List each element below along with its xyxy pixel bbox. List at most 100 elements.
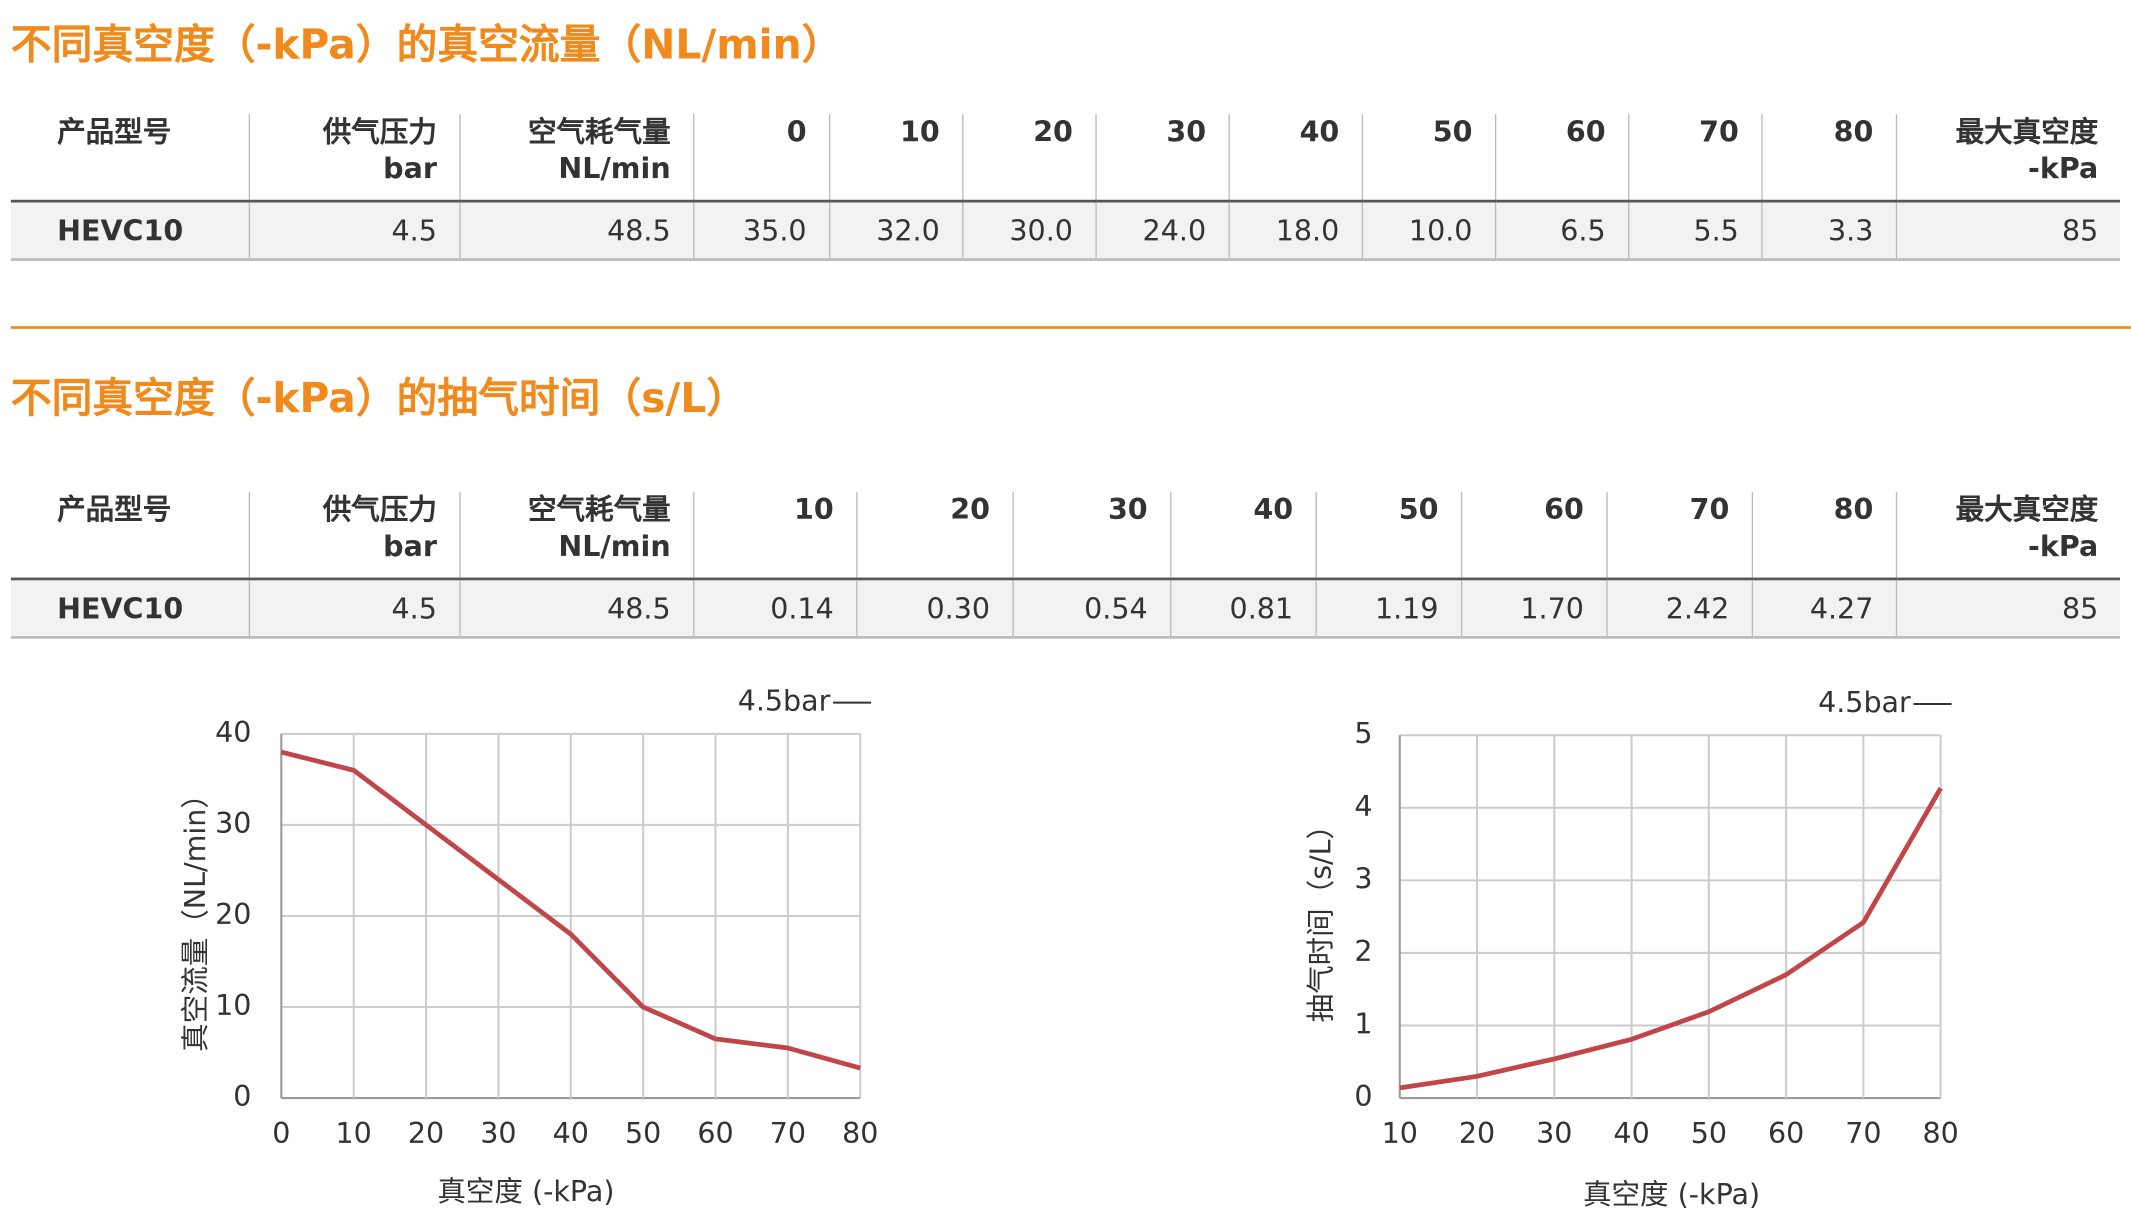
header-text: 产品型号 <box>57 115 172 149</box>
cell: 0.30 <box>855 578 1013 639</box>
cell: 48.5 <box>458 201 694 261</box>
cell: 6.5 <box>1494 201 1629 261</box>
header-text: 供气压力 <box>322 115 437 149</box>
cell: 85 <box>1895 201 2121 261</box>
header-text: 最大真空度 <box>1955 493 2099 526</box>
header-cell: 70 <box>1605 491 1752 581</box>
x-tick-label: 40 <box>1613 1117 1649 1150</box>
header-text: 60 <box>1544 493 1584 526</box>
cell: 4.5 <box>248 201 460 261</box>
x-axis-label: 真空度 (-kPa) <box>437 1175 614 1208</box>
line <box>280 749 861 1071</box>
cell: 32.0 <box>828 201 963 261</box>
cell: 0.81 <box>1169 578 1316 639</box>
x-tick-label: 30 <box>480 1117 516 1150</box>
y-tick-label: 0 <box>1354 1080 1372 1113</box>
cell: 5.5 <box>1627 201 1762 261</box>
header-text: bar <box>383 530 437 563</box>
x-tick-label: 0 <box>272 1117 290 1150</box>
x-tick-label: 80 <box>842 1117 878 1150</box>
y-tick-label: 40 <box>215 716 251 749</box>
x-tick-label: 50 <box>1691 1117 1727 1150</box>
row: HEVC10 4.5 48.5 35.0 32.0 30.0 24.0 18.0 10.0 6.5… <box>10 201 2121 261</box>
header-cell: 最大真空度 -kPa <box>1895 491 2121 581</box>
header-cell: 30 <box>1011 491 1171 581</box>
cell: 0.14 <box>692 578 857 639</box>
section-title: 不同真空度（-kPa）的真空流量（NL/min） <box>10 21 843 70</box>
y-tick-label: 5 <box>1354 717 1372 750</box>
header-text: 10 <box>794 493 834 526</box>
x-tick-label: 10 <box>1382 1117 1418 1150</box>
divider <box>10 326 2131 329</box>
cell: 1.70 <box>1460 578 1607 639</box>
cell: 18.0 <box>1227 201 1362 261</box>
y-tick-label: 0 <box>233 1080 251 1113</box>
header-cell: 60 <box>1460 491 1607 581</box>
header-text: NL/min <box>558 530 671 563</box>
header-cell: 20 <box>961 114 1096 203</box>
header-text: bar <box>383 152 437 185</box>
cell: 24.0 <box>1094 201 1229 261</box>
header-text: 50 <box>1432 115 1473 149</box>
header-text: 30 <box>1107 493 1148 526</box>
header-cell: 50 <box>1314 491 1461 581</box>
x-axis-label: 真空度 (-kPa) <box>1583 1178 1760 1211</box>
header-text: 20 <box>950 493 991 526</box>
y-tick-label: 10 <box>215 989 251 1022</box>
header-cell: 产品型号 <box>10 491 249 581</box>
y-tick-label: 2 <box>1354 935 1372 968</box>
x-tick-label: 20 <box>1459 1117 1495 1150</box>
x-tick-label: 60 <box>697 1117 733 1150</box>
x-tick-label: 80 <box>1923 1117 1959 1150</box>
header-cell: 80 <box>1751 491 1896 581</box>
header-cell: 0 <box>692 114 829 203</box>
cell: 30.0 <box>961 201 1096 261</box>
header-cell: 最大真空度 -kPa <box>1895 114 2121 203</box>
header-text: 70 <box>1689 493 1730 526</box>
header-text: NL/min <box>558 152 671 185</box>
header-row: 产品型号 供气压力 bar 空气耗气量 NL/min 10 20 30 40 50 60 70 80 最大… <box>10 491 2121 581</box>
header-cell: 产品型号 <box>10 114 249 203</box>
header-cell: 40 <box>1227 114 1362 203</box>
header-text: 0 <box>786 115 807 149</box>
x-tick-label: 20 <box>408 1117 444 1150</box>
header-text: 80 <box>1833 493 1874 526</box>
cell: 2.42 <box>1605 578 1752 639</box>
header-text: 最大真空度 <box>1955 115 2099 149</box>
header-cell: 80 <box>1760 114 1896 203</box>
cell: 1.19 <box>1314 578 1461 639</box>
header-text: 空气耗气量 <box>527 493 671 526</box>
table: 产品型号 供气压力 bar 空气耗气量 NL/min 10 20 30 40 50 60 70 80 最大… <box>10 491 2121 639</box>
y-tick-label: 4 <box>1354 790 1372 823</box>
header-cell: 70 <box>1627 114 1762 203</box>
header-text: 20 <box>1033 115 1073 149</box>
header-cell: 30 <box>1094 114 1229 203</box>
y-tick-label: 30 <box>215 807 251 840</box>
header-text: 空气耗气量 <box>527 115 671 149</box>
x-tick-label: 60 <box>1768 1117 1804 1150</box>
cell: 10.0 <box>1361 201 1495 261</box>
x-tick-label: 70 <box>1845 1117 1881 1150</box>
y-tick-label: 1 <box>1354 1008 1372 1041</box>
cell: 35.0 <box>692 201 829 261</box>
header-text: -kPa <box>2028 530 2099 563</box>
cell: 4.5 <box>248 578 460 639</box>
header-cell: 50 <box>1361 114 1495 203</box>
header-text: 80 <box>1833 115 1874 149</box>
header-cell: 40 <box>1169 491 1316 581</box>
x-tick-label: 30 <box>1536 1117 1572 1150</box>
row: HEVC10 4.5 48.5 0.14 0.30 0.54 0.81 1.19 1.70 2.4… <box>10 578 2121 639</box>
header-text: 10 <box>900 115 940 149</box>
x-tick-label: 50 <box>625 1117 661 1150</box>
cell: 0.54 <box>1011 578 1171 639</box>
table: 产品型号 供气压力 bar 空气耗气量 NL/min 0 10 20 30 40 50 60 70 80 最… <box>10 114 2121 261</box>
cell: HEVC10 <box>10 578 249 639</box>
x-tick-label: 70 <box>770 1117 806 1150</box>
header-cell: 供气压力 bar <box>248 491 460 581</box>
y-tick-label: 3 <box>1354 862 1372 895</box>
cell: HEVC10 <box>10 201 249 261</box>
header-text: 50 <box>1398 493 1439 526</box>
header-cell: 10 <box>692 491 857 581</box>
